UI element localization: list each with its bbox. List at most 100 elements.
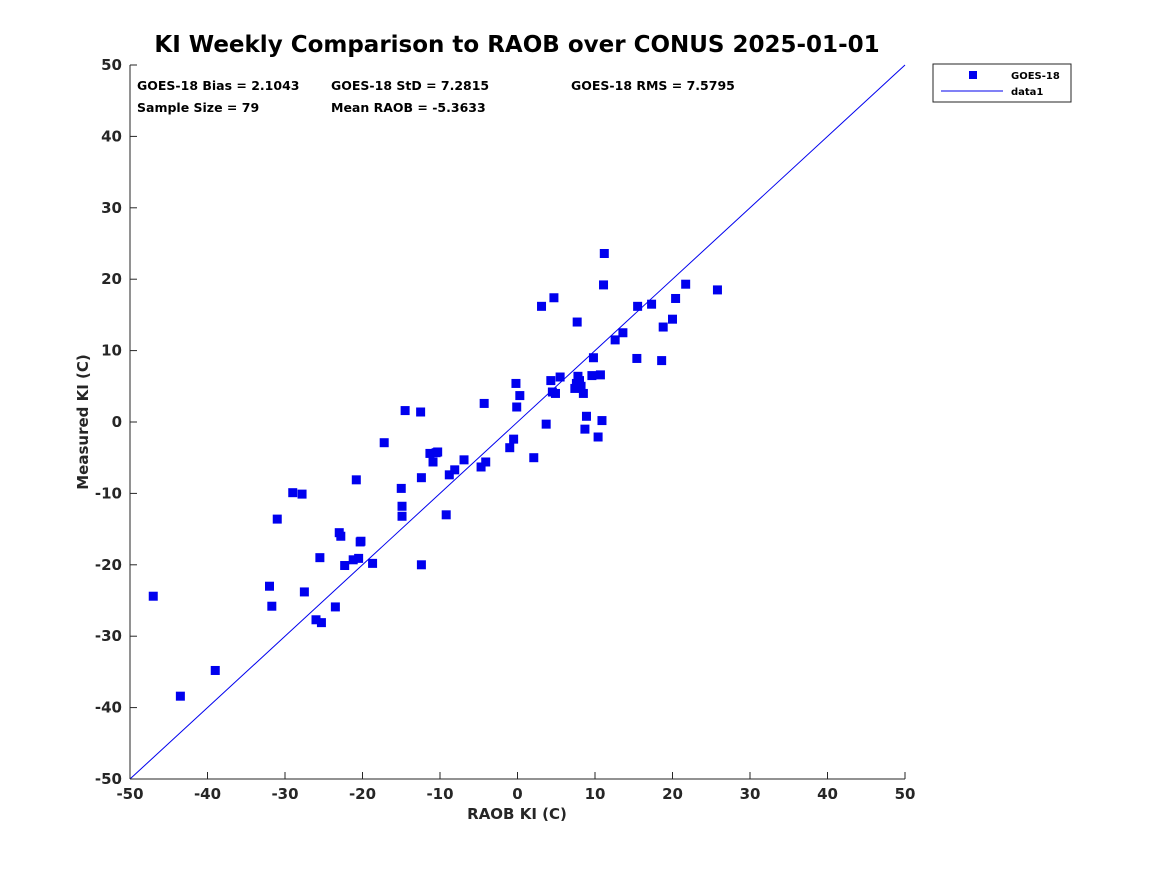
data-point (511, 378, 521, 388)
data-point (576, 381, 586, 391)
data-point (441, 510, 451, 520)
legend-box (932, 63, 1072, 103)
data-point (354, 553, 364, 563)
data-point (330, 602, 340, 612)
data-point (509, 434, 519, 444)
y-tick-label: 30 (101, 199, 122, 217)
data-point (618, 328, 628, 338)
y-tick-label: -30 (95, 627, 122, 645)
data-point (515, 391, 525, 401)
data-point (633, 301, 643, 311)
data-point (351, 475, 361, 485)
data-point (416, 473, 426, 483)
y-tick-label: -10 (95, 484, 122, 502)
data-point (288, 488, 298, 498)
stat-std: GOES-18 StD = 7.2815 (331, 78, 489, 93)
data-point (311, 615, 321, 625)
x-tick-label: -20 (349, 785, 376, 803)
y-tick-label: 40 (101, 127, 122, 145)
data-point (356, 536, 366, 546)
data-point (555, 372, 565, 382)
data-point (340, 561, 350, 571)
data-point (450, 465, 460, 475)
data-point (265, 581, 274, 591)
data-point (272, 514, 282, 524)
data-point (572, 317, 582, 327)
y-tick-label: -40 (95, 699, 122, 717)
data-point (597, 416, 607, 426)
y-tick-label: -20 (95, 556, 122, 574)
stat-rms: GOES-18 RMS = 7.5795 (571, 78, 735, 93)
y-tick-label: 20 (101, 270, 122, 288)
x-tick-label: 20 (662, 785, 683, 803)
data-point (587, 371, 597, 381)
legend: GOES-18 data1 (932, 63, 1072, 103)
data-point (610, 335, 620, 345)
x-axis-title: RAOB KI (C) (467, 805, 567, 823)
data-point (397, 501, 407, 511)
data-point (148, 591, 158, 601)
data-point (481, 457, 491, 467)
data-point (570, 383, 580, 393)
data-point (575, 376, 584, 386)
data-point (632, 353, 642, 363)
data-point (444, 470, 454, 480)
data-point (400, 406, 410, 416)
x-tick-label: -30 (271, 785, 298, 803)
data-point (316, 618, 326, 628)
data-point (541, 419, 551, 429)
data-point (267, 601, 277, 611)
x-tick-label: 40 (817, 785, 838, 803)
data-point (416, 560, 426, 570)
data-point (297, 489, 307, 499)
x-tick-label: -40 (194, 785, 221, 803)
data-point (580, 424, 590, 434)
data-point (588, 353, 598, 363)
data-point (546, 376, 556, 386)
data-point (299, 587, 309, 597)
data-point (379, 438, 389, 448)
one-to-one-line (129, 64, 906, 780)
y-tick-label: 50 (101, 56, 122, 74)
data-point (459, 455, 469, 465)
data-point (425, 448, 435, 458)
data-point (658, 322, 668, 332)
data-point (593, 432, 603, 442)
data-point (336, 531, 346, 541)
legend-label-data1: data1 (1011, 87, 1043, 98)
x-tick-label: -50 (116, 785, 143, 803)
data-point (416, 407, 426, 417)
y-ticks-group: -50 -40 -30 -20 -10 0 10 20 30 40 50 (95, 56, 137, 788)
data-point (599, 248, 609, 258)
data-point (505, 443, 515, 453)
y-tick-label: -50 (95, 770, 122, 788)
x-tick-label: 50 (895, 785, 916, 803)
data-point (348, 555, 358, 565)
data-point (433, 447, 443, 457)
data-points-group (148, 248, 722, 701)
data-point (549, 293, 559, 303)
x-tick-label: 30 (740, 785, 761, 803)
stat-sample-size: Sample Size = 79 (137, 100, 259, 115)
stat-mean-raob: Mean RAOB = -5.3633 (331, 100, 486, 115)
x-tick-label: 10 (585, 785, 606, 803)
y-tick-label: 10 (101, 342, 122, 360)
x-tick-label: 0 (512, 785, 522, 803)
data-point (315, 553, 325, 563)
data-point (428, 457, 438, 467)
data-point (210, 665, 220, 675)
data-point (578, 388, 588, 398)
data-point (657, 356, 667, 366)
data-point (479, 398, 489, 408)
reference-line-group (129, 64, 906, 780)
data-point (681, 279, 691, 289)
data-point (476, 462, 486, 472)
data-point (512, 402, 522, 412)
data-point (550, 388, 560, 398)
data-point (599, 280, 609, 290)
x-tick-label: -10 (426, 785, 453, 803)
data-point (671, 293, 681, 303)
x-ticks-group: -50 -40 -30 -20 -10 0 10 20 30 40 50 (116, 772, 915, 803)
legend-marker-goes18 (969, 71, 977, 79)
